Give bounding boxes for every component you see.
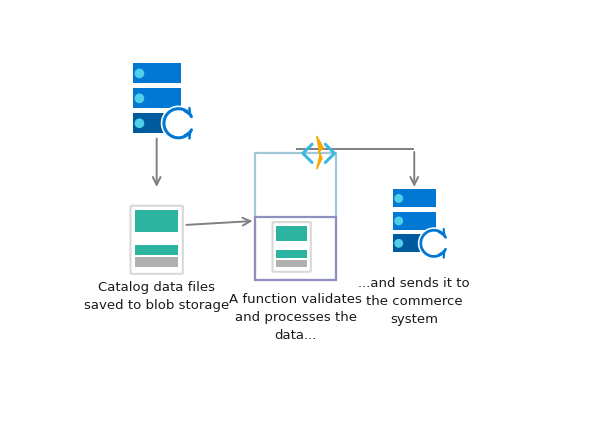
Circle shape <box>135 69 143 77</box>
Text: A function validates
and processes the
data...: A function validates and processes the d… <box>229 293 362 341</box>
FancyBboxPatch shape <box>130 205 184 275</box>
FancyBboxPatch shape <box>393 212 436 230</box>
Circle shape <box>135 94 143 102</box>
Circle shape <box>161 106 196 140</box>
Circle shape <box>395 217 403 225</box>
FancyBboxPatch shape <box>272 221 312 273</box>
Circle shape <box>135 119 143 128</box>
FancyBboxPatch shape <box>393 234 436 252</box>
FancyBboxPatch shape <box>276 250 307 258</box>
FancyBboxPatch shape <box>131 207 182 273</box>
FancyBboxPatch shape <box>276 226 307 241</box>
FancyBboxPatch shape <box>276 241 307 248</box>
FancyBboxPatch shape <box>135 232 178 242</box>
Circle shape <box>419 228 449 258</box>
Text: Catalog data files
saved to blob storage: Catalog data files saved to blob storage <box>84 281 229 312</box>
FancyBboxPatch shape <box>276 260 307 267</box>
FancyBboxPatch shape <box>135 245 178 255</box>
FancyBboxPatch shape <box>133 64 181 83</box>
FancyBboxPatch shape <box>256 153 337 280</box>
FancyBboxPatch shape <box>135 210 178 232</box>
Circle shape <box>395 240 403 247</box>
Text: ...and sends it to
the commerce
system: ...and sends it to the commerce system <box>358 277 470 326</box>
FancyBboxPatch shape <box>133 88 181 108</box>
FancyBboxPatch shape <box>133 113 181 133</box>
FancyBboxPatch shape <box>274 223 310 271</box>
FancyBboxPatch shape <box>135 258 178 267</box>
FancyBboxPatch shape <box>393 189 436 208</box>
Circle shape <box>395 195 403 202</box>
Polygon shape <box>317 136 323 169</box>
